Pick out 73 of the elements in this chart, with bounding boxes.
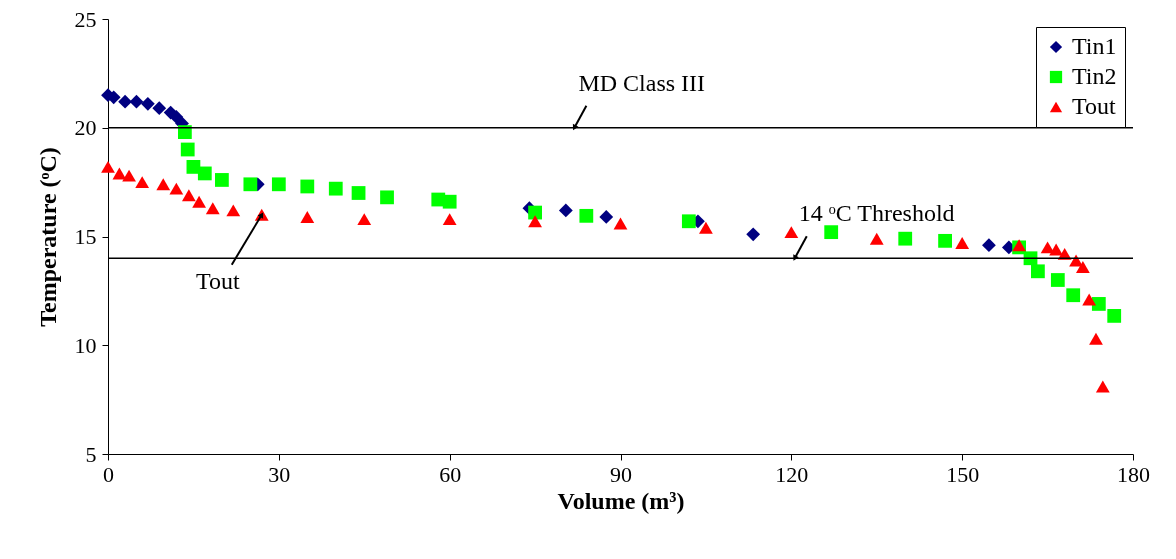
point xyxy=(955,237,970,249)
point xyxy=(169,182,184,195)
point xyxy=(528,205,542,220)
point xyxy=(300,179,315,194)
point xyxy=(101,160,115,173)
legend-label: Tin2 xyxy=(1072,63,1117,89)
point xyxy=(1082,293,1097,306)
point xyxy=(784,226,799,239)
point xyxy=(869,232,884,245)
y-tick-label: 5 xyxy=(85,441,97,467)
x-axis-title: Volume (m³) xyxy=(557,487,685,514)
point xyxy=(558,203,573,218)
legend-label: Tin1 xyxy=(1072,33,1117,59)
point xyxy=(351,186,366,200)
point xyxy=(599,210,614,224)
point xyxy=(129,94,144,109)
x-tick-label: 30 xyxy=(268,461,291,487)
point xyxy=(898,231,913,246)
point xyxy=(181,189,196,202)
point xyxy=(1089,332,1103,345)
point xyxy=(1050,273,1065,287)
point xyxy=(140,96,155,111)
point xyxy=(579,208,594,223)
point xyxy=(118,94,132,109)
x-tick-label: 180 xyxy=(1117,461,1150,487)
point xyxy=(226,204,241,217)
point xyxy=(328,181,343,196)
point xyxy=(180,142,195,157)
point xyxy=(197,166,212,181)
point xyxy=(1095,380,1110,393)
point xyxy=(135,176,150,189)
point xyxy=(982,238,996,253)
point xyxy=(215,173,229,187)
point xyxy=(152,101,167,116)
point xyxy=(442,194,457,209)
point xyxy=(442,213,457,226)
point xyxy=(1066,288,1081,303)
y-tick-label: 20 xyxy=(74,115,97,141)
point xyxy=(1031,264,1045,279)
point xyxy=(613,217,628,230)
ref-line-label: MD Class III xyxy=(578,69,706,96)
y-tick-label: 25 xyxy=(74,6,97,32)
legend-label: Tout xyxy=(1072,93,1116,119)
ref-line-label: 14 ᵒC Threshold xyxy=(798,200,955,227)
point xyxy=(699,221,713,234)
y-axis-title: Temperature (ᵒC) xyxy=(34,147,61,327)
point xyxy=(122,169,136,182)
point xyxy=(1076,260,1090,273)
x-tick-label: 90 xyxy=(610,461,632,487)
point xyxy=(938,233,952,248)
y-tick-label: 10 xyxy=(74,332,97,358)
point xyxy=(1107,309,1122,323)
point xyxy=(271,177,286,192)
point xyxy=(528,215,542,228)
x-tick-label: 150 xyxy=(946,461,980,487)
point xyxy=(1049,243,1064,256)
point xyxy=(192,195,206,208)
annotation: Tout xyxy=(195,267,240,294)
point xyxy=(681,214,696,229)
point xyxy=(357,213,372,226)
point xyxy=(205,202,220,215)
point xyxy=(824,225,839,240)
x-tick-label: 60 xyxy=(439,461,462,487)
point xyxy=(1091,297,1106,311)
point xyxy=(243,177,258,192)
point xyxy=(746,227,761,242)
x-tick-label: 120 xyxy=(775,461,809,487)
point xyxy=(112,167,127,180)
point xyxy=(156,178,171,191)
point xyxy=(300,210,315,223)
y-tick-label: 15 xyxy=(74,224,97,249)
x-tick-label: 0 xyxy=(103,461,114,487)
point xyxy=(380,190,394,205)
